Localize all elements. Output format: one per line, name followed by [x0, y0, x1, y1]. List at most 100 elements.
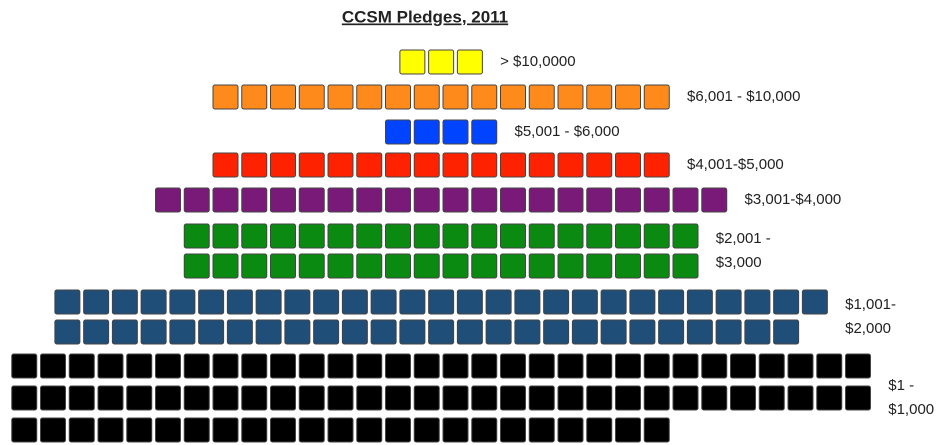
icon — [327, 385, 354, 411]
icon — [557, 84, 584, 110]
icon — [643, 353, 670, 379]
category-label: $6,001 - $10,000 — [687, 88, 800, 105]
icon — [615, 385, 641, 411]
icon — [456, 319, 483, 345]
icon — [672, 253, 699, 279]
icon-group — [183, 223, 699, 279]
icon — [672, 353, 699, 379]
icon — [643, 84, 670, 110]
icon — [385, 253, 411, 279]
icon — [428, 289, 455, 315]
icon — [212, 353, 239, 379]
icon — [528, 84, 555, 110]
icon — [557, 385, 584, 411]
icon — [528, 223, 555, 249]
icon — [816, 353, 843, 379]
icon — [787, 385, 814, 411]
icon — [385, 119, 411, 145]
icon — [615, 84, 641, 110]
icon — [54, 289, 81, 315]
icon — [615, 353, 641, 379]
icon — [341, 319, 368, 345]
icon — [413, 223, 440, 249]
icon — [270, 385, 296, 411]
icon — [241, 223, 268, 249]
icon — [255, 289, 282, 315]
icon — [241, 253, 268, 279]
icon — [471, 119, 498, 145]
icon — [442, 253, 469, 279]
icon — [586, 223, 613, 249]
icon — [413, 253, 440, 279]
icon — [413, 385, 440, 411]
icon — [658, 319, 685, 345]
icon-group — [212, 84, 670, 110]
icon — [514, 319, 541, 345]
icon — [672, 223, 699, 249]
icon — [428, 49, 455, 75]
icon — [169, 319, 196, 345]
icon-group — [54, 289, 828, 345]
icon — [298, 187, 325, 213]
icon — [241, 353, 268, 379]
icon — [298, 253, 325, 279]
icon — [40, 353, 66, 379]
category-label: $1,001- — [845, 296, 896, 313]
category-label: $3,001-$4,000 — [745, 191, 842, 208]
icon — [270, 187, 296, 213]
icon — [298, 152, 325, 178]
icon — [169, 289, 196, 315]
icon — [270, 417, 296, 443]
icon — [97, 417, 124, 443]
icon — [600, 289, 627, 315]
icon — [787, 353, 814, 379]
icon — [83, 319, 110, 345]
icon — [528, 353, 555, 379]
icon — [356, 152, 383, 178]
icon — [500, 253, 526, 279]
icon — [672, 187, 699, 213]
icon — [111, 289, 138, 315]
icon — [715, 289, 742, 315]
icon — [270, 353, 296, 379]
icon — [442, 84, 469, 110]
icon — [198, 319, 225, 345]
icon — [643, 187, 670, 213]
icon — [615, 187, 641, 213]
icon — [298, 84, 325, 110]
icon — [140, 289, 167, 315]
icon — [557, 152, 584, 178]
icon — [413, 417, 440, 443]
icon — [126, 385, 153, 411]
icon — [68, 385, 95, 411]
icon — [327, 187, 354, 213]
icon — [701, 353, 728, 379]
icon — [413, 353, 440, 379]
icon — [126, 417, 153, 443]
icon — [730, 385, 756, 411]
icon — [744, 289, 771, 315]
icon — [212, 385, 239, 411]
icon — [500, 223, 526, 249]
icon — [442, 152, 469, 178]
icon — [758, 385, 785, 411]
icon — [658, 289, 685, 315]
icon — [615, 223, 641, 249]
icon — [629, 319, 656, 345]
icon — [643, 152, 670, 178]
icon — [557, 253, 584, 279]
icon — [226, 289, 253, 315]
icon — [370, 289, 397, 315]
icon-group — [11, 353, 871, 443]
icon — [500, 152, 526, 178]
icon — [442, 223, 469, 249]
icon — [442, 119, 469, 145]
icon-group — [155, 187, 728, 213]
icon — [456, 289, 483, 315]
icon — [270, 223, 296, 249]
icon — [413, 152, 440, 178]
icon — [571, 319, 598, 345]
icon — [528, 152, 555, 178]
category-label: $5,001 - $6,000 — [515, 123, 620, 140]
icon — [356, 385, 383, 411]
